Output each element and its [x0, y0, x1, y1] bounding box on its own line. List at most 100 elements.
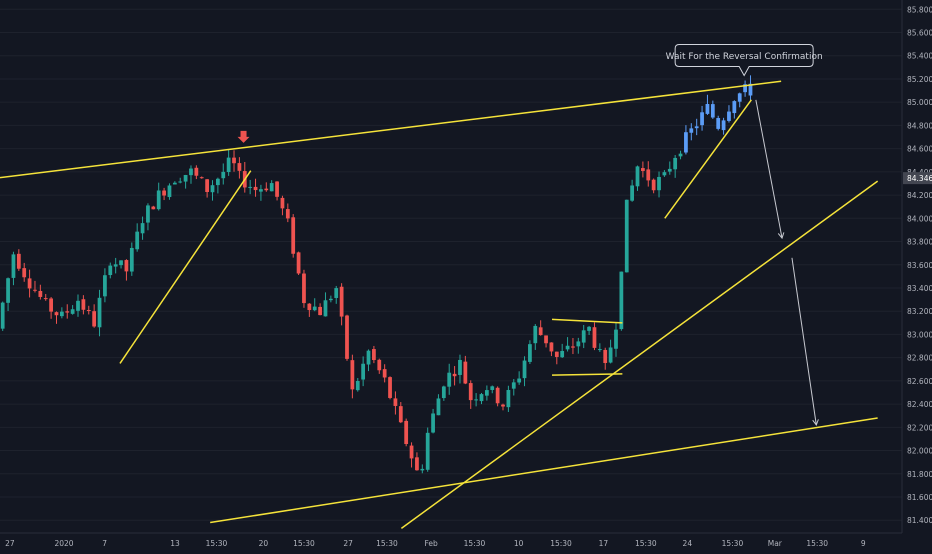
candle-body: [194, 167, 199, 176]
candle-body: [6, 278, 10, 303]
upper-channel-line: [0, 80, 782, 179]
x-tick-label: 15:30: [293, 539, 315, 548]
projection-arrow-1: [755, 99, 783, 239]
candle-body: [350, 360, 355, 390]
candle-body: [560, 350, 565, 358]
candle-body: [511, 382, 516, 389]
candle-body: [334, 288, 339, 298]
y-tick-label: 84.000: [907, 214, 932, 223]
y-tick-label: 83.400: [907, 284, 932, 293]
candle-body: [554, 351, 559, 357]
candle-body: [226, 157, 231, 173]
y-tick-label: 85.000: [907, 98, 932, 107]
candle-body: [205, 179, 210, 193]
candle-body: [641, 168, 645, 171]
candle-body: [119, 260, 123, 266]
x-tick-label: 2020: [54, 539, 73, 548]
y-tick-label: 82.800: [907, 354, 932, 363]
candle-body: [65, 311, 70, 313]
projection-arrows: [755, 99, 819, 427]
candle-body: [167, 185, 172, 198]
candle-body: [280, 197, 285, 209]
y-tick-label: 84.600: [907, 145, 932, 154]
candle-body: [436, 398, 441, 416]
candle-body: [635, 166, 640, 187]
flag-bottom-line: [552, 373, 623, 376]
candle-body: [506, 390, 511, 408]
candle-body: [318, 306, 322, 316]
candle-body: [27, 278, 32, 289]
candle-body: [409, 445, 414, 459]
candle-body: [328, 298, 333, 301]
candle-body: [366, 350, 371, 365]
candle-body: [630, 185, 635, 201]
candle-body: [221, 171, 226, 179]
candle-body: [388, 377, 392, 398]
candle-body: [237, 163, 242, 171]
candle-body: [11, 254, 16, 278]
candle-body: [307, 303, 312, 311]
candle-body: [345, 315, 349, 359]
candle-body: [737, 93, 742, 102]
y-tick-label: 82.600: [907, 377, 932, 386]
candle-body: [146, 205, 150, 223]
candle-body: [215, 178, 220, 186]
middle-trendline: [400, 180, 879, 529]
candle-body: [49, 298, 53, 312]
y-tick-label: 81.400: [907, 516, 932, 525]
candle-body: [54, 312, 59, 316]
candle-body: [684, 132, 688, 153]
rising-wedge-line-2: [664, 99, 752, 219]
candle-body: [517, 378, 522, 383]
candle-body: [748, 83, 753, 96]
candle-body: [522, 360, 527, 379]
x-tick-label: 15:30: [206, 539, 228, 548]
y-tick-label: 82.200: [907, 423, 932, 432]
candle-body: [490, 386, 495, 390]
candle-body: [452, 373, 457, 377]
candle-body: [667, 168, 672, 172]
candle-body: [576, 341, 581, 347]
candle-body: [592, 327, 597, 348]
candle-body: [657, 176, 661, 191]
x-tick-label: 9: [861, 539, 866, 548]
candle-body: [135, 231, 140, 250]
candle-body: [86, 309, 91, 311]
x-tick-label: 20: [259, 539, 269, 548]
candlestick-series: [0, 75, 753, 474]
candle-body: [312, 306, 317, 311]
lower-channel-line: [210, 417, 878, 524]
candle-body: [571, 346, 575, 348]
candle-body: [398, 406, 403, 423]
x-tick-label: Feb: [425, 539, 439, 548]
candle-body: [420, 468, 425, 471]
candle-body: [549, 342, 554, 352]
candle-body: [619, 271, 624, 330]
candle-body: [694, 126, 699, 129]
candle-body: [565, 345, 570, 350]
y-tick-label: 85.400: [907, 52, 932, 61]
candle-body: [538, 327, 543, 336]
y-axis-background: [902, 0, 932, 550]
y-tick-label: 84.800: [907, 121, 932, 130]
y-tick-label: 82.400: [907, 400, 932, 409]
candle-body: [0, 302, 5, 329]
candle-body: [275, 181, 279, 197]
y-tick-label: 85.800: [907, 5, 932, 14]
candle-body: [323, 300, 328, 317]
projection-arrow-1-head: [777, 232, 785, 240]
candle-body: [458, 359, 462, 375]
callout-box: [674, 43, 814, 77]
y-tick-label: 82.000: [907, 447, 932, 456]
candle-body: [603, 349, 608, 364]
candle-body: [92, 311, 97, 327]
candle-body: [393, 398, 398, 406]
grid-lines: [0, 8, 902, 521]
x-tick-label: 17: [599, 539, 609, 548]
candle-body: [81, 299, 86, 310]
candle-body: [705, 103, 710, 114]
y-axis: 81.400 81.600 81.800 82.000 82.200 82.400 82.6…: [901, 0, 932, 550]
y-tick-label: 83.600: [907, 261, 932, 270]
candle-body: [76, 300, 80, 311]
